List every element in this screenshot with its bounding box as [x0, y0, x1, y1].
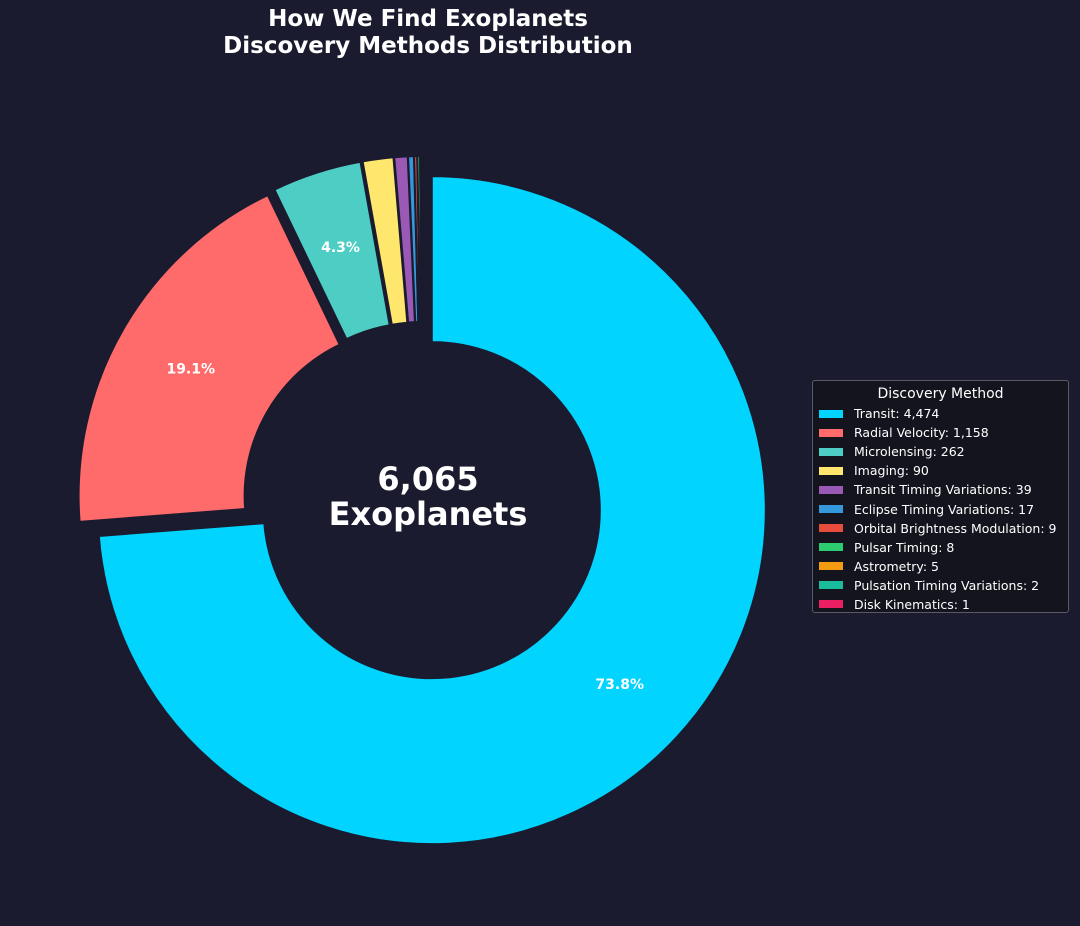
legend-item-disk-kinematics: Disk Kinematics: 1 [819, 595, 1062, 614]
percent-label-microlensing: 4.3% [321, 240, 360, 256]
legend-item-pulsation-timing-variations: Pulsation Timing Variations: 2 [819, 576, 1062, 595]
legend-item-imaging: Imaging: 90 [819, 461, 1062, 480]
center-label: Exoplanets [329, 495, 528, 533]
legend-swatch [819, 505, 843, 514]
legend-item-radial-velocity: Radial Velocity: 1,158 [819, 423, 1062, 442]
donut-slices [77, 154, 767, 846]
legend-title: Discovery Method [877, 386, 1004, 402]
legend-item-pulsar-timing: Pulsar Timing: 8 [819, 538, 1062, 557]
chart-title-line-2: Discovery Methods Distribution [223, 33, 633, 59]
legend-swatch [819, 581, 843, 590]
legend-item-microlensing: Microlensing: 262 [819, 442, 1062, 461]
legend-swatch [819, 409, 843, 418]
legend-swatch [819, 428, 843, 437]
legend-label: Eclipse Timing Variations: 17 [854, 501, 1035, 517]
legend-item-transit: Transit: 4,474 [819, 404, 1062, 423]
legend-swatch [819, 543, 843, 552]
legend-label: Pulsation Timing Variations: 2 [854, 577, 1040, 593]
legend-swatch [819, 485, 843, 494]
legend-label: Pulsar Timing: 8 [854, 539, 955, 555]
legend-swatch [819, 562, 843, 571]
legend-label: Astrometry: 5 [854, 558, 940, 574]
slice-transit [97, 175, 767, 846]
legend-label: Microlensing: 262 [854, 444, 965, 460]
legend-item-orbital-brightness-modulation: Orbital Brightness Modulation: 9 [819, 519, 1062, 538]
legend-label: Orbital Brightness Modulation: 9 [854, 520, 1057, 536]
legend-swatch [819, 447, 843, 456]
percent-label-radial-velocity: 19.1% [166, 361, 215, 377]
slice-radial-velocity [77, 193, 342, 523]
percent-labels: 73.8% 19.1% 4.3% [166, 240, 644, 693]
legend-item-astrometry: Astrometry: 5 [819, 557, 1062, 576]
legend: Discovery Method Transit: 4,474 Radial Ve… [812, 380, 1069, 613]
legend-swatch [819, 600, 843, 609]
legend-label: Radial Velocity: 1,158 [854, 425, 989, 441]
legend-label: Transit Timing Variations: 39 [854, 482, 1032, 498]
legend-label: Transit: 4,474 [854, 406, 940, 422]
legend-swatch [819, 524, 843, 533]
slice-microlensing [273, 160, 391, 341]
legend-label: Imaging: 90 [854, 463, 929, 479]
chart-title-line-1: How We Find Exoplanets [268, 6, 588, 32]
percent-label-transit: 73.8% [595, 677, 644, 693]
legend-swatch [819, 466, 843, 475]
legend-label: Disk Kinematics: 1 [854, 596, 970, 612]
legend-item-transit-timing-variations: Transit Timing Variations: 39 [819, 480, 1062, 499]
legend-item-eclipse-timing-variations: Eclipse Timing Variations: 17 [819, 499, 1062, 518]
chart-title: How We Find Exoplanets Discovery Methods… [0, 6, 856, 60]
center-count: 6,065 [377, 460, 478, 498]
legend-items: Transit: 4,474 Radial Velocity: 1,158 Micr… [819, 404, 1062, 614]
